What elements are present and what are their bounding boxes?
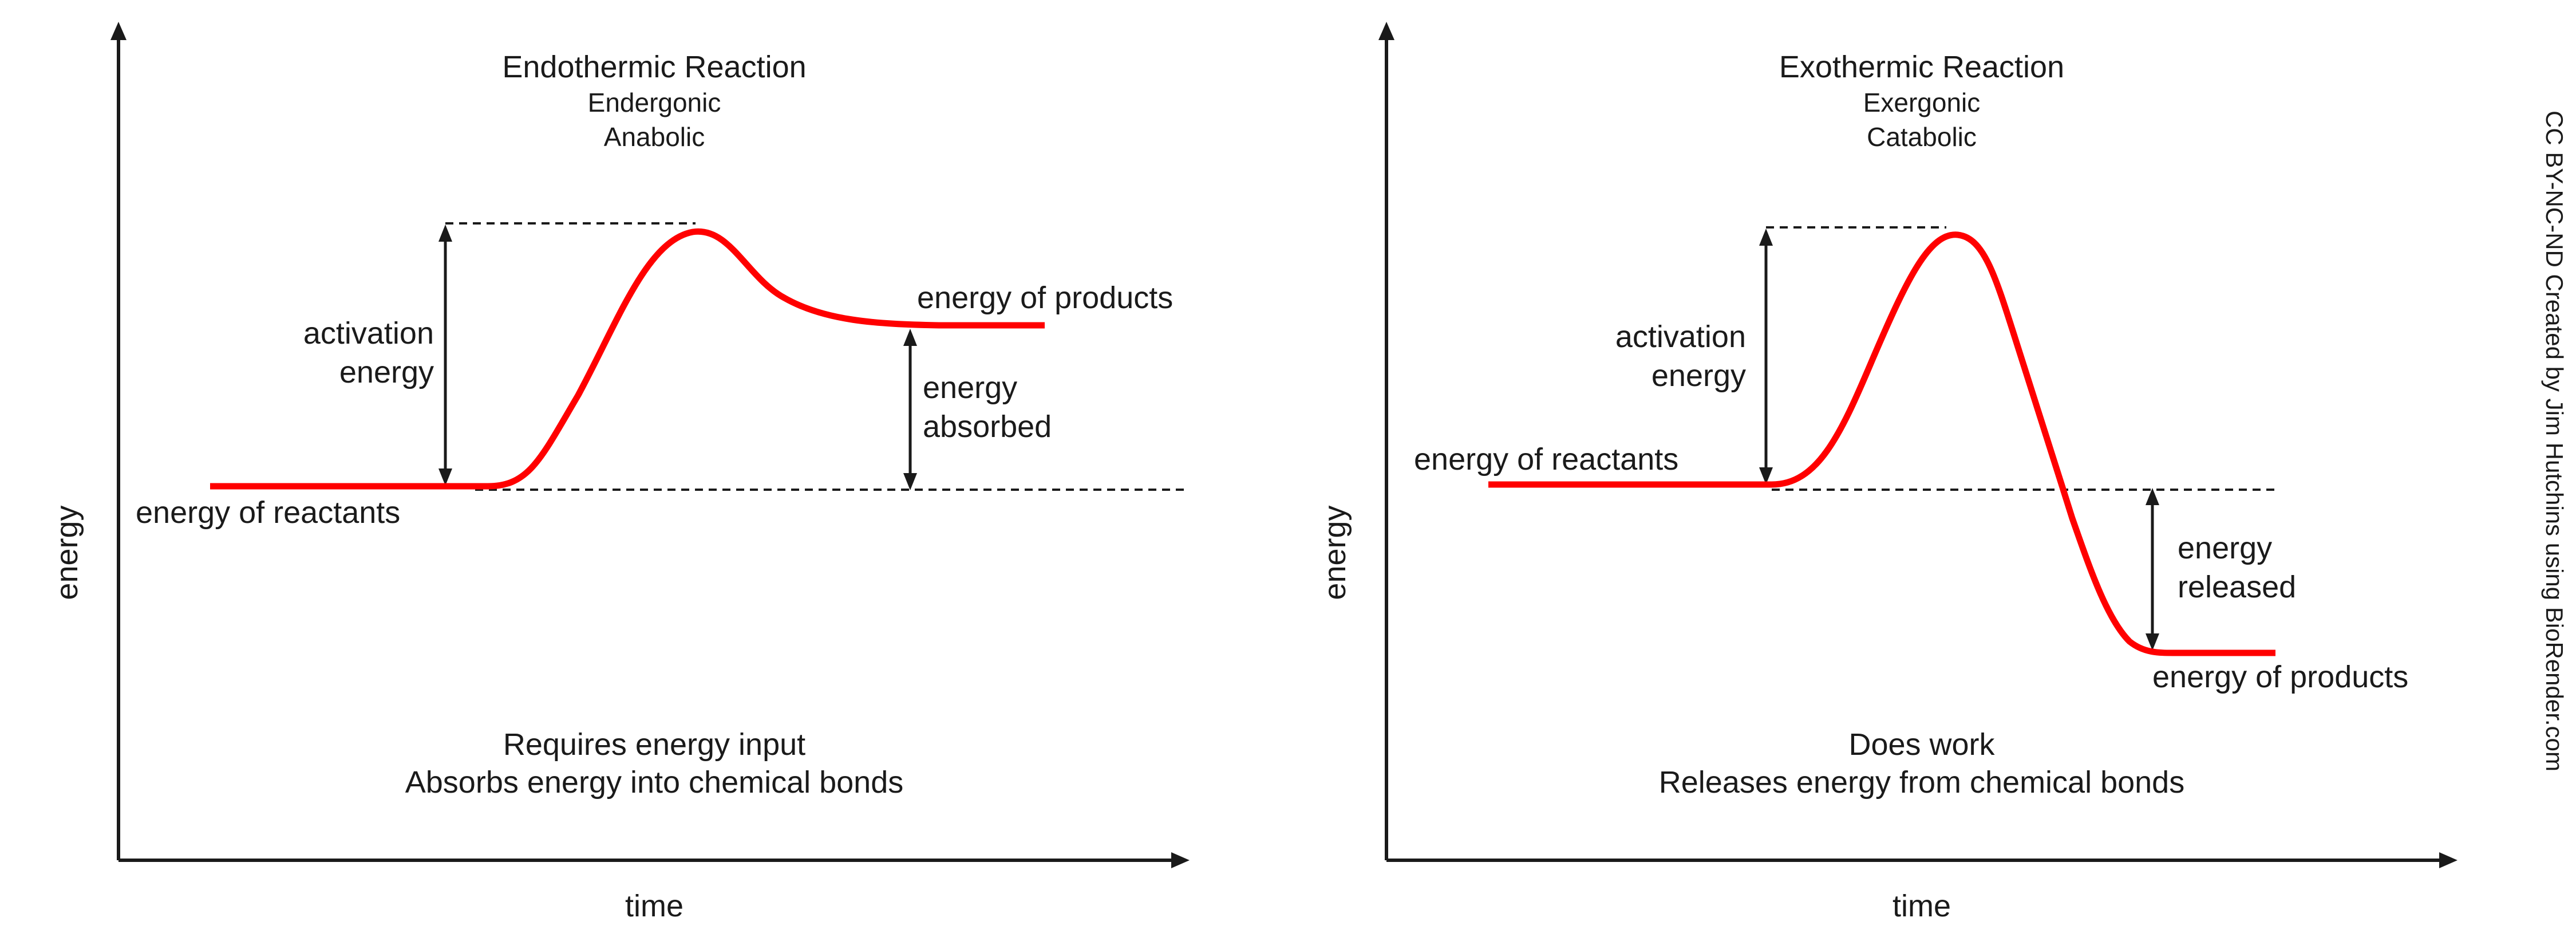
exo-activation-arrowhead-up [1759,229,1773,246]
endo-products-label: energy of products [917,281,1173,315]
exo-reactants-label: energy of reactants [1414,442,1678,477]
exo-products-label: energy of products [2152,660,2408,694]
exo-y-axis-arrowhead [1378,22,1394,40]
exo-released-arrowhead-down [2146,633,2159,651]
endo-note-2: Absorbs energy into chemical bonds [405,765,904,800]
exo-activation-arrowhead-down [1759,467,1773,485]
endo-note-1: Requires energy input [503,727,805,762]
endo-activation-label-1: activation [303,316,434,351]
endo-absorbed-arrowhead-up [903,329,917,346]
exo-activation-label-2: energy [1652,359,1746,393]
endothermic-panel: time energy Endothermic Reaction Endergo… [50,22,1190,923]
endo-x-axis-label: time [625,889,683,923]
exothermic-panel: time energy Exothermic Reaction Exergoni… [1318,22,2458,923]
exo-released-arrowhead-up [2146,488,2159,505]
endo-subtitle-1: Endergonic [588,88,721,117]
endo-absorbed-label-1: energy [923,371,1017,405]
exo-note-2: Releases energy from chemical bonds [1659,765,2184,800]
exo-subtitle-2: Catabolic [1867,122,1977,152]
exo-title: Exothermic Reaction [1779,50,2064,84]
endo-subtitle-2: Anabolic [604,122,705,152]
endo-energy-curve [210,228,1045,490]
exo-subtitle-1: Exergonic [1863,88,1981,117]
endo-activation-label-2: energy [339,355,434,389]
exo-x-axis-arrowhead [2439,852,2458,868]
exo-released-label-1: energy [2178,531,2272,565]
exo-activation-label-1: activation [1615,320,1746,354]
endo-y-axis-label: energy [50,505,84,600]
endo-activation-arrowhead-down [438,468,452,486]
endo-activation-arrowhead-up [438,225,452,242]
credit-text: CC BY-NC-ND Created by Jim Hutchins usin… [2541,111,2568,771]
exo-energy-curve [1488,231,2275,656]
exo-released-label-2: released [2178,570,2296,604]
endo-x-axis-arrowhead [1171,852,1190,868]
exo-note-1: Does work [1848,727,1995,762]
endo-title: Endothermic Reaction [502,50,806,84]
endo-absorbed-label-2: absorbed [923,410,1052,444]
endo-y-axis-arrowhead [110,22,127,40]
exo-x-axis-label: time [1893,889,1951,923]
endo-absorbed-arrowhead-down [903,473,917,490]
endo-reactants-label: energy of reactants [136,495,400,530]
exo-y-axis-label: energy [1318,505,1352,600]
